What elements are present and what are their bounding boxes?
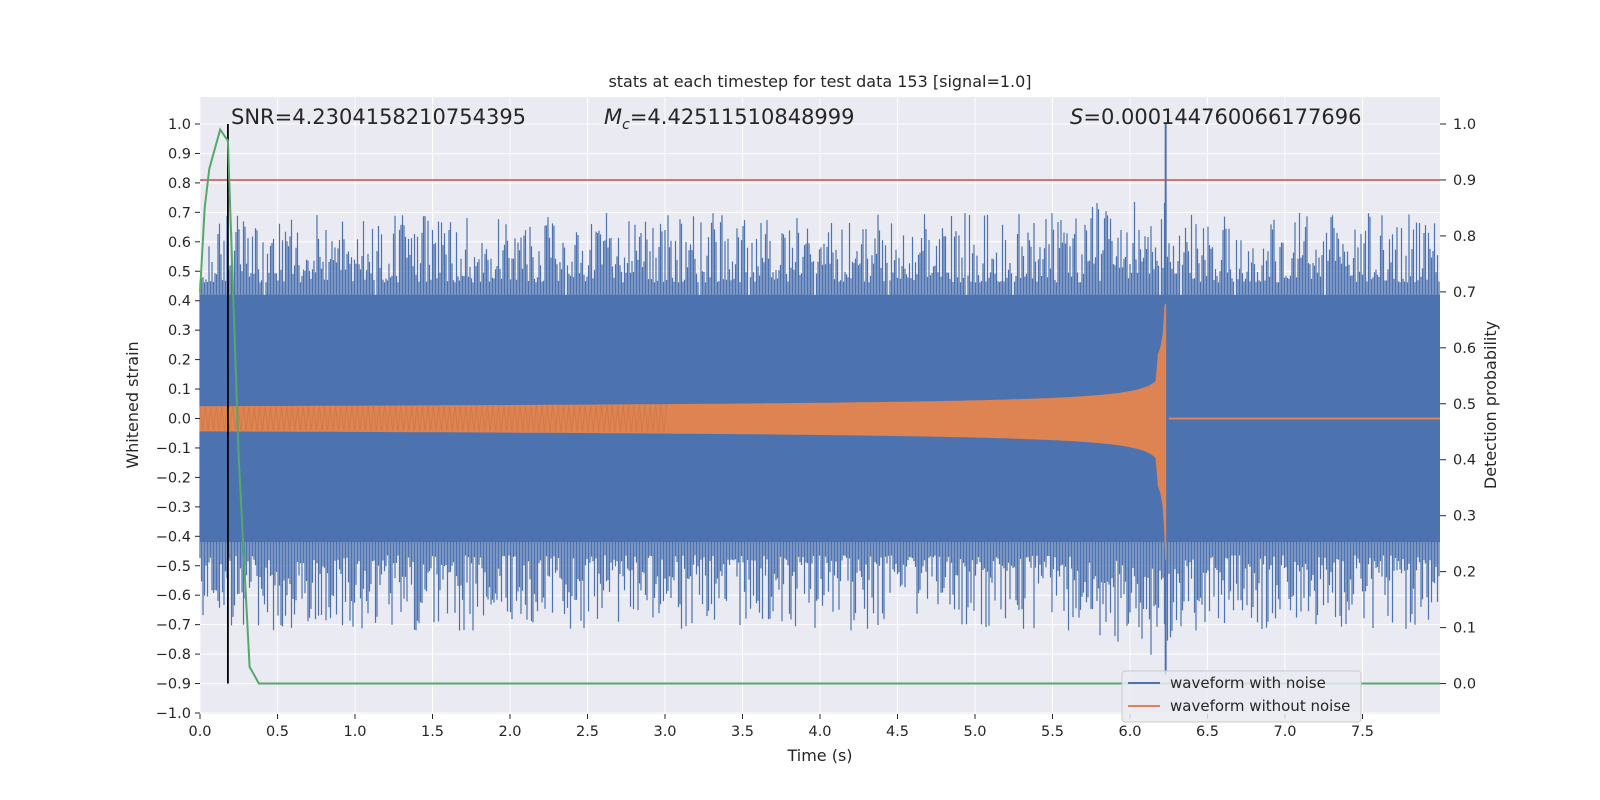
- chirp-mass-annotation: Mc=4.42511510848999: [604, 105, 855, 133]
- x-tick-label: 3.0: [653, 724, 676, 740]
- x-tick-label: 0.5: [266, 724, 289, 740]
- x-tick-label: 0.0: [188, 724, 211, 740]
- legend-label-clean: waveform without noise: [1170, 697, 1350, 715]
- s-annotation: S=0.000144760066177696: [1070, 105, 1361, 129]
- y2-tick-label: 0.2: [1453, 565, 1476, 581]
- y-tick-label: 1.0: [168, 117, 191, 133]
- y-tick-label: −0.2: [156, 470, 191, 486]
- x-tick-label: 6.0: [1118, 724, 1141, 740]
- y2-tick-label: 0.3: [1453, 509, 1476, 525]
- axes: 0.0 0.5 1.0 1.5 2.0 2.5 3.0 3.5 4.0 4.5 5.0 5.5 6.0 6…: [156, 117, 1476, 740]
- y-tick-label: −0.4: [156, 529, 191, 545]
- clean-chirp: [199, 303, 1167, 560]
- y-tick-label: 0.7: [168, 205, 191, 221]
- y2-axis-label: Detection probability: [1481, 321, 1500, 489]
- y2-tick-label: 0.1: [1453, 621, 1476, 637]
- y-tick-label: −0.1: [156, 441, 191, 457]
- legend-box: [1121, 670, 1362, 723]
- chart-title: stats at each timestep for test data 153…: [608, 72, 1031, 91]
- x-axis-label: Time (s): [786, 746, 852, 765]
- y-tick-label: 0.3: [168, 323, 191, 339]
- y-tick-label: 0.9: [168, 146, 191, 162]
- y-tick-label: 0.1: [168, 382, 191, 398]
- y-tick-label: −0.5: [156, 559, 191, 575]
- y2-tick-label: 0.7: [1453, 285, 1476, 301]
- y2-tick-label: 0.4: [1453, 453, 1476, 469]
- clean-chirp-oscillation: [199, 404, 667, 433]
- x-tick-label: 5.5: [1041, 724, 1064, 740]
- y-tick-label: −0.6: [156, 588, 191, 604]
- x-tick-label: 5.0: [963, 724, 986, 740]
- chirp-mass-symbol: M: [604, 105, 622, 129]
- x-tick-label: 2.5: [576, 724, 599, 740]
- x-tick-label: 4.0: [808, 724, 831, 740]
- y-tick-label: −0.3: [156, 500, 191, 516]
- x-tick-label: 7.5: [1351, 724, 1374, 740]
- chirp-mass-subscript: c: [622, 117, 630, 133]
- y-tick-label: −1.0: [156, 706, 191, 722]
- snr-annotation: SNR=4.2304158210754395: [231, 105, 526, 129]
- y-tick-label: −0.7: [156, 618, 191, 634]
- y2-tick-label: 0.8: [1453, 229, 1476, 245]
- y2-tick-label: 0.5: [1453, 397, 1476, 413]
- y-tick-label: 0.8: [168, 176, 191, 192]
- x-tick-label: 3.5: [731, 724, 754, 740]
- s-symbol: S: [1070, 105, 1083, 129]
- y-tick-label: 0.5: [168, 264, 191, 280]
- x-tick-label: 6.5: [1196, 724, 1219, 740]
- detection-probability-line: [199, 127, 1440, 685]
- overlays: [199, 124, 1440, 685]
- y2-tick-label: 1.0: [1453, 117, 1476, 133]
- x-tick-label: 7.0: [1273, 724, 1296, 740]
- y-tick-label: −0.9: [156, 677, 191, 693]
- series-waveform-without-noise: [199, 303, 1440, 560]
- y2-tick-label: 0.9: [1453, 173, 1476, 189]
- y2-tick-label: 0.6: [1453, 341, 1476, 357]
- x-tick-label: 1.0: [343, 724, 366, 740]
- x-tick-label: 1.5: [421, 724, 444, 740]
- y-tick-label: 0.0: [168, 412, 191, 428]
- y-tick-label: 0.4: [168, 294, 191, 310]
- chirp-mass-value: =4.42511510848999: [630, 105, 855, 129]
- s-value: =0.000144760066177696: [1083, 105, 1361, 129]
- y-axis-label: Whitened strain: [123, 341, 142, 468]
- y2-tick-label: 0.0: [1453, 677, 1476, 693]
- x-tick-label: 2.0: [498, 724, 521, 740]
- y-tick-label: 0.6: [168, 235, 191, 251]
- x-tick-label: 4.5: [886, 724, 909, 740]
- legend-label-noise: waveform with noise: [1170, 674, 1326, 692]
- y-tick-label: 0.2: [168, 353, 191, 369]
- legend: waveform with noise waveform without noi…: [1121, 670, 1362, 723]
- y-tick-label: −0.8: [156, 647, 191, 663]
